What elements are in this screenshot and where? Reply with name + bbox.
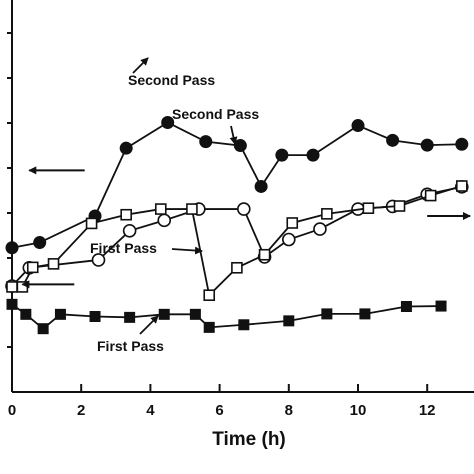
data-point xyxy=(158,308,170,320)
data-point xyxy=(362,202,375,214)
series-left-filled-circle xyxy=(5,115,469,255)
data-point xyxy=(283,315,295,327)
data-point xyxy=(33,236,47,250)
data-point xyxy=(400,301,412,312)
series-left-filled-square xyxy=(6,298,447,335)
series-right-open-circle xyxy=(5,180,469,293)
annotation-pointer xyxy=(229,125,238,145)
data-point xyxy=(386,133,400,147)
data-point xyxy=(435,300,447,312)
data-point xyxy=(122,224,137,238)
data-point xyxy=(37,323,49,335)
annotation-pointer xyxy=(132,57,149,74)
data-point xyxy=(161,115,175,129)
x-tick-label: 4 xyxy=(146,402,155,419)
data-point xyxy=(119,141,133,155)
data-point xyxy=(85,217,98,230)
data-point xyxy=(203,321,215,333)
x-tick-label: 12 xyxy=(419,402,436,419)
axes: 0 2 4 6 8 10 12 Time (h) xyxy=(7,0,474,450)
x-tick-label: 2 xyxy=(77,402,85,419)
data-point xyxy=(321,308,333,320)
series-layer xyxy=(5,115,469,335)
series-line xyxy=(11,303,442,330)
data-point xyxy=(275,148,289,162)
data-point xyxy=(424,189,437,202)
data-point xyxy=(124,311,136,323)
annotation-pointer xyxy=(171,246,203,255)
x-tick-labels: 0 2 4 6 8 10 12 xyxy=(8,402,436,419)
annotation-label: Second Pass xyxy=(172,106,259,122)
data-point xyxy=(54,308,66,320)
data-point xyxy=(231,261,243,274)
data-point xyxy=(393,200,406,212)
data-point xyxy=(233,139,247,153)
data-point xyxy=(91,253,106,267)
data-point xyxy=(186,203,198,215)
annotation-label: Second Pass xyxy=(128,72,215,88)
x-tick-label: 10 xyxy=(350,402,367,419)
data-point xyxy=(254,179,268,193)
data-point xyxy=(6,298,18,310)
series-right-open-square xyxy=(6,180,468,301)
data-point xyxy=(359,308,371,320)
x-axis-ticks xyxy=(11,384,429,392)
data-point xyxy=(351,119,365,133)
x-tick-label: 0 xyxy=(8,402,16,419)
x-axis-title: Time (h) xyxy=(212,429,286,450)
annotation-label: First Pass xyxy=(90,240,157,256)
data-point xyxy=(455,180,468,192)
x-tick-label: 6 xyxy=(215,402,223,419)
data-point xyxy=(321,208,333,220)
data-point xyxy=(258,248,271,261)
annotation-label: First Pass xyxy=(97,338,164,354)
data-point xyxy=(420,138,434,152)
data-point xyxy=(286,217,299,229)
data-point xyxy=(20,308,32,320)
data-point xyxy=(26,261,39,274)
data-point xyxy=(238,319,250,331)
annotations-layer: Second Pass Second Pass First Pass First Pa… xyxy=(21,57,471,354)
data-point xyxy=(5,241,19,255)
data-point xyxy=(189,308,201,320)
data-point xyxy=(120,208,132,221)
data-point xyxy=(306,148,320,162)
data-point xyxy=(281,232,296,247)
data-point xyxy=(89,311,101,323)
data-point xyxy=(237,202,251,216)
data-point xyxy=(47,258,60,270)
data-point xyxy=(203,289,216,301)
x-tick-label: 8 xyxy=(285,402,293,419)
data-point xyxy=(455,137,469,151)
annotation-pointer xyxy=(139,315,159,335)
data-point xyxy=(199,135,213,149)
data-point xyxy=(154,203,167,215)
data-point xyxy=(313,222,327,236)
data-point xyxy=(6,281,18,293)
data-point xyxy=(157,213,172,228)
